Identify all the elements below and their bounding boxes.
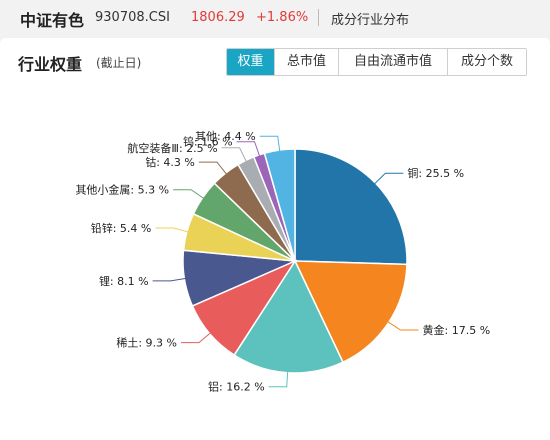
index-name: 中证有色 <box>20 11 85 30</box>
pie-slice-0[interactable] <box>294 148 408 266</box>
pie-label-1: 黄金: 17.5 % <box>423 323 491 337</box>
index-header: 中证有色 930708.CSI 1806.29 +1.86% 成分行业分布 <box>0 0 550 34</box>
pie-leader-6 <box>173 189 207 201</box>
pie-leader-lines <box>152 135 419 388</box>
pie-leader-8 <box>221 147 248 165</box>
pie-leader-2 <box>268 368 289 388</box>
pie-leader-7 <box>198 161 229 177</box>
pie-label-4: 锂: 8.1 % <box>99 274 149 288</box>
tab-weight[interactable]: 权重 <box>227 49 274 75</box>
header-divider <box>318 9 319 26</box>
pie-leader-0 <box>372 172 404 187</box>
index-change: +1.86% <box>256 10 309 25</box>
pie-leader-5 <box>155 227 191 234</box>
pie-slices <box>182 148 408 374</box>
panel-subtitle: (截止日) <box>96 56 142 70</box>
pie-leader-4 <box>152 277 189 282</box>
pie-label-9: 钨: 1.6 % <box>183 136 233 149</box>
metric-tabs: 权重 总市值 自由流通市值 成分个数 <box>226 48 527 76</box>
pie-label-5: 铅锌: 5.4 % <box>91 221 152 235</box>
index-price: 1806.29 <box>191 10 245 25</box>
pie-label-10: 其他: 4.4 % <box>195 130 256 143</box>
tab-free-float-market-cap[interactable]: 自由流通市值 <box>338 49 447 75</box>
pie-leader-1 <box>385 319 419 331</box>
panel-title: 行业权重 <box>18 55 83 74</box>
pie-label-8: 航空装备Ⅲ: 2.5 % <box>127 141 217 155</box>
pie-leader-10 <box>259 135 281 155</box>
pie-label-7: 钴: 4.3 % <box>145 155 195 169</box>
pie-labels: 铜: 25.5 % 黄金: 17.5 % 铝: 16.2 % 稀土: 9.3 % 锂: … <box>75 130 490 394</box>
pie-label-6: 其他小金属: 5.3 % <box>75 183 169 197</box>
pie-leader-9 <box>236 141 261 159</box>
tab-constituent-count[interactable]: 成分个数 <box>447 49 526 75</box>
index-code: 930708.CSI <box>95 10 170 25</box>
section-title: 成分行业分布 <box>331 13 410 28</box>
tab-total-market-cap[interactable]: 总市值 <box>274 49 338 75</box>
pie-label-3: 稀土: 9.3 % <box>116 337 177 350</box>
pie-leader-3 <box>181 330 214 344</box>
pie-label-2: 铝: 16.2 % <box>208 380 265 394</box>
pie-label-0: 铜: 25.5 % <box>407 166 464 180</box>
